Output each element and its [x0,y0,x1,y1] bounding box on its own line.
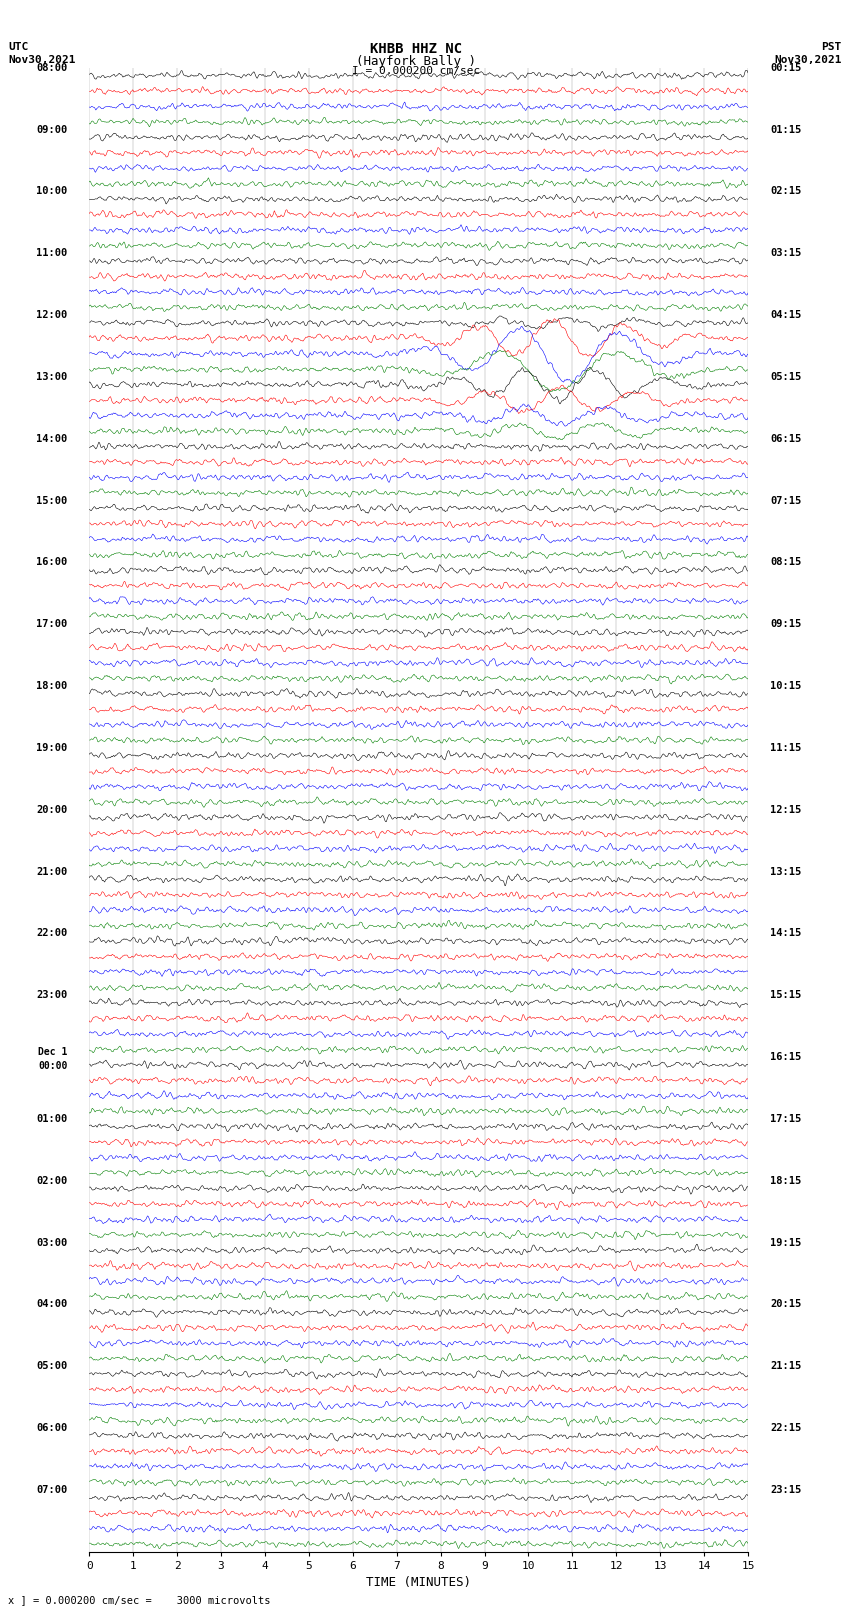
Text: PST: PST [821,42,842,52]
Text: 05:00: 05:00 [36,1361,67,1371]
Text: 05:15: 05:15 [770,373,802,382]
Text: Nov30,2021: Nov30,2021 [774,55,842,65]
Text: 04:00: 04:00 [36,1300,67,1310]
Text: 01:00: 01:00 [36,1115,67,1124]
Text: 17:15: 17:15 [770,1115,802,1124]
X-axis label: TIME (MINUTES): TIME (MINUTES) [366,1576,471,1589]
Text: 22:15: 22:15 [770,1423,802,1432]
Text: 03:15: 03:15 [770,248,802,258]
Text: 15:00: 15:00 [36,495,67,505]
Text: 06:00: 06:00 [36,1423,67,1432]
Text: 01:15: 01:15 [770,124,802,134]
Text: 10:00: 10:00 [36,187,67,197]
Text: 23:00: 23:00 [36,990,67,1000]
Text: 20:15: 20:15 [770,1300,802,1310]
Text: 16:00: 16:00 [36,558,67,568]
Text: 10:15: 10:15 [770,681,802,690]
Text: 13:15: 13:15 [770,866,802,876]
Text: 03:00: 03:00 [36,1237,67,1247]
Text: Dec 1: Dec 1 [38,1047,67,1057]
Text: 02:15: 02:15 [770,187,802,197]
Text: 13:00: 13:00 [36,373,67,382]
Text: I = 0.000200 cm/sec: I = 0.000200 cm/sec [353,66,480,76]
Text: 15:15: 15:15 [770,990,802,1000]
Text: 18:15: 18:15 [770,1176,802,1186]
Text: KHBB HHZ NC: KHBB HHZ NC [371,42,462,56]
Text: Nov30,2021: Nov30,2021 [8,55,76,65]
Text: 09:00: 09:00 [36,124,67,134]
Text: 14:00: 14:00 [36,434,67,444]
Text: 12:15: 12:15 [770,805,802,815]
Text: 11:00: 11:00 [36,248,67,258]
Text: 19:15: 19:15 [770,1237,802,1247]
Text: UTC: UTC [8,42,29,52]
Text: 04:15: 04:15 [770,310,802,319]
Text: 00:15: 00:15 [770,63,802,73]
Text: 14:15: 14:15 [770,929,802,939]
Text: x ] = 0.000200 cm/sec =    3000 microvolts: x ] = 0.000200 cm/sec = 3000 microvolts [8,1595,271,1605]
Text: 00:00: 00:00 [38,1061,67,1071]
Text: 08:00: 08:00 [36,63,67,73]
Text: 16:15: 16:15 [770,1052,802,1061]
Text: 21:15: 21:15 [770,1361,802,1371]
Text: 22:00: 22:00 [36,929,67,939]
Text: 18:00: 18:00 [36,681,67,690]
Text: 08:15: 08:15 [770,558,802,568]
Text: 07:15: 07:15 [770,495,802,505]
Text: 23:15: 23:15 [770,1486,802,1495]
Text: 09:15: 09:15 [770,619,802,629]
Text: 11:15: 11:15 [770,744,802,753]
Text: 19:00: 19:00 [36,744,67,753]
Text: (Hayfork Bally ): (Hayfork Bally ) [356,55,477,68]
Text: 21:00: 21:00 [36,866,67,876]
Text: 06:15: 06:15 [770,434,802,444]
Text: 17:00: 17:00 [36,619,67,629]
Text: 20:00: 20:00 [36,805,67,815]
Text: 07:00: 07:00 [36,1486,67,1495]
Text: 12:00: 12:00 [36,310,67,319]
Text: 02:00: 02:00 [36,1176,67,1186]
